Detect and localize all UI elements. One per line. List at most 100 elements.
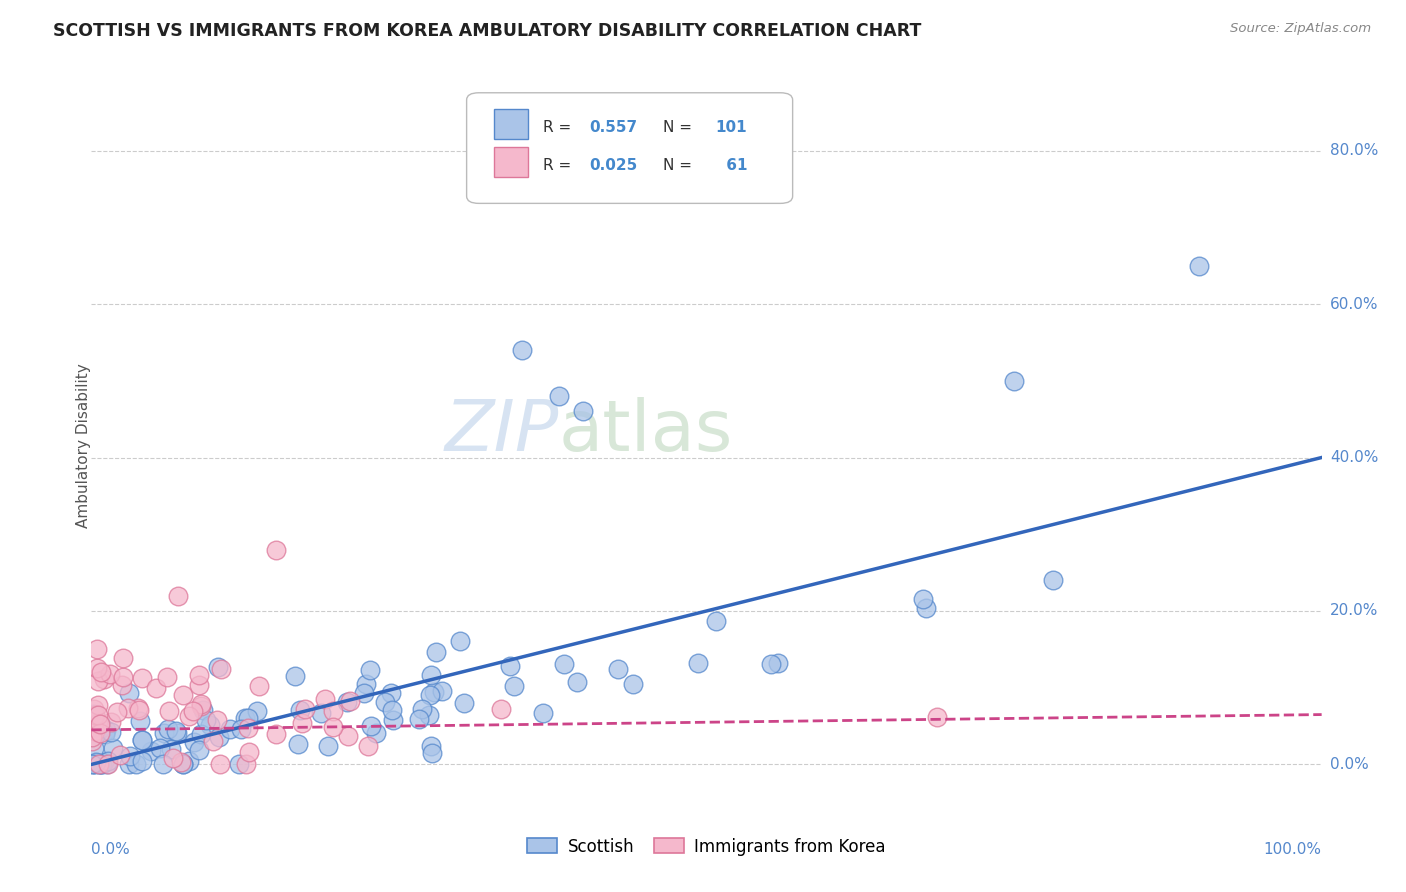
Point	[309, 706, 332, 721]
Point	[205, 713, 228, 727]
Point	[156, 670, 179, 684]
Point	[89, 757, 111, 772]
Point	[93, 673, 115, 687]
Point	[152, 757, 174, 772]
Point	[156, 722, 179, 736]
Point	[90, 757, 112, 772]
Point	[572, 404, 595, 418]
Point	[380, 686, 402, 700]
Point	[129, 714, 152, 728]
Point	[111, 650, 134, 665]
Point	[90, 718, 112, 732]
Point	[86, 642, 108, 657]
Point	[419, 688, 441, 702]
Point	[236, 722, 259, 736]
Point	[927, 709, 949, 723]
Point	[87, 715, 110, 730]
Point	[83, 757, 105, 772]
Point	[98, 666, 121, 681]
Point	[449, 634, 471, 648]
Point	[531, 706, 554, 720]
Point	[704, 614, 727, 628]
Point	[607, 662, 630, 676]
Point	[499, 658, 522, 673]
Point	[96, 757, 118, 772]
Point	[246, 704, 269, 718]
Point	[418, 707, 440, 722]
Point	[354, 677, 377, 691]
Point	[87, 708, 110, 723]
Point	[93, 755, 115, 769]
Point	[621, 677, 644, 691]
Point	[419, 739, 441, 753]
Point	[111, 678, 134, 692]
Point	[118, 686, 141, 700]
Point	[219, 722, 242, 736]
Text: Source: ZipAtlas.com: Source: ZipAtlas.com	[1230, 22, 1371, 36]
Text: 80.0%: 80.0%	[1330, 143, 1378, 158]
Point	[84, 727, 107, 741]
Bar	[494, 109, 529, 139]
Point	[565, 675, 588, 690]
Point	[82, 757, 104, 772]
Point	[235, 711, 257, 725]
Point	[172, 688, 194, 702]
Point	[360, 719, 382, 733]
Point	[911, 591, 934, 606]
Point	[177, 754, 200, 768]
Point	[336, 695, 359, 709]
Point	[1042, 574, 1064, 588]
Point	[766, 656, 789, 670]
Point	[183, 735, 205, 749]
Point	[157, 704, 180, 718]
Point	[198, 718, 221, 732]
Point	[191, 703, 214, 717]
Point	[86, 673, 108, 688]
Point	[172, 757, 194, 772]
Point	[411, 702, 433, 716]
Point	[238, 746, 260, 760]
Point	[97, 755, 120, 769]
Point	[264, 542, 287, 557]
Point	[160, 741, 183, 756]
Point	[166, 726, 188, 740]
Point	[316, 739, 339, 753]
Point	[166, 589, 188, 603]
Point	[291, 716, 314, 731]
Point	[118, 749, 141, 764]
Point	[759, 657, 782, 671]
Point	[149, 741, 172, 756]
Point	[294, 702, 316, 716]
Point	[117, 700, 139, 714]
Point	[209, 757, 232, 772]
Point	[187, 743, 209, 757]
Point	[97, 757, 120, 772]
Point	[190, 727, 212, 741]
Text: 60.0%: 60.0%	[1330, 296, 1378, 311]
Point	[430, 683, 453, 698]
Point	[266, 727, 288, 741]
Text: R =: R =	[543, 158, 576, 173]
Point	[381, 703, 404, 717]
Point	[131, 671, 153, 685]
Point	[89, 717, 111, 731]
Point	[337, 729, 360, 743]
Text: ZIP: ZIP	[444, 397, 558, 467]
Point	[87, 757, 110, 772]
FancyBboxPatch shape	[467, 93, 793, 203]
Text: 0.0%: 0.0%	[1330, 757, 1368, 772]
Text: 100.0%: 100.0%	[1264, 842, 1322, 857]
Point	[80, 721, 103, 735]
Point	[87, 756, 110, 770]
Point	[235, 757, 257, 772]
Point	[420, 746, 443, 760]
Point	[374, 695, 396, 709]
Point	[425, 645, 447, 659]
Text: 101: 101	[716, 120, 747, 135]
Text: SCOTTISH VS IMMIGRANTS FROM KOREA AMBULATORY DISABILITY CORRELATION CHART: SCOTTISH VS IMMIGRANTS FROM KOREA AMBULA…	[53, 22, 922, 40]
Point	[128, 703, 150, 717]
Text: R =: R =	[543, 120, 576, 135]
Text: atlas: atlas	[558, 397, 734, 467]
Point	[339, 694, 361, 708]
Point	[91, 757, 114, 772]
